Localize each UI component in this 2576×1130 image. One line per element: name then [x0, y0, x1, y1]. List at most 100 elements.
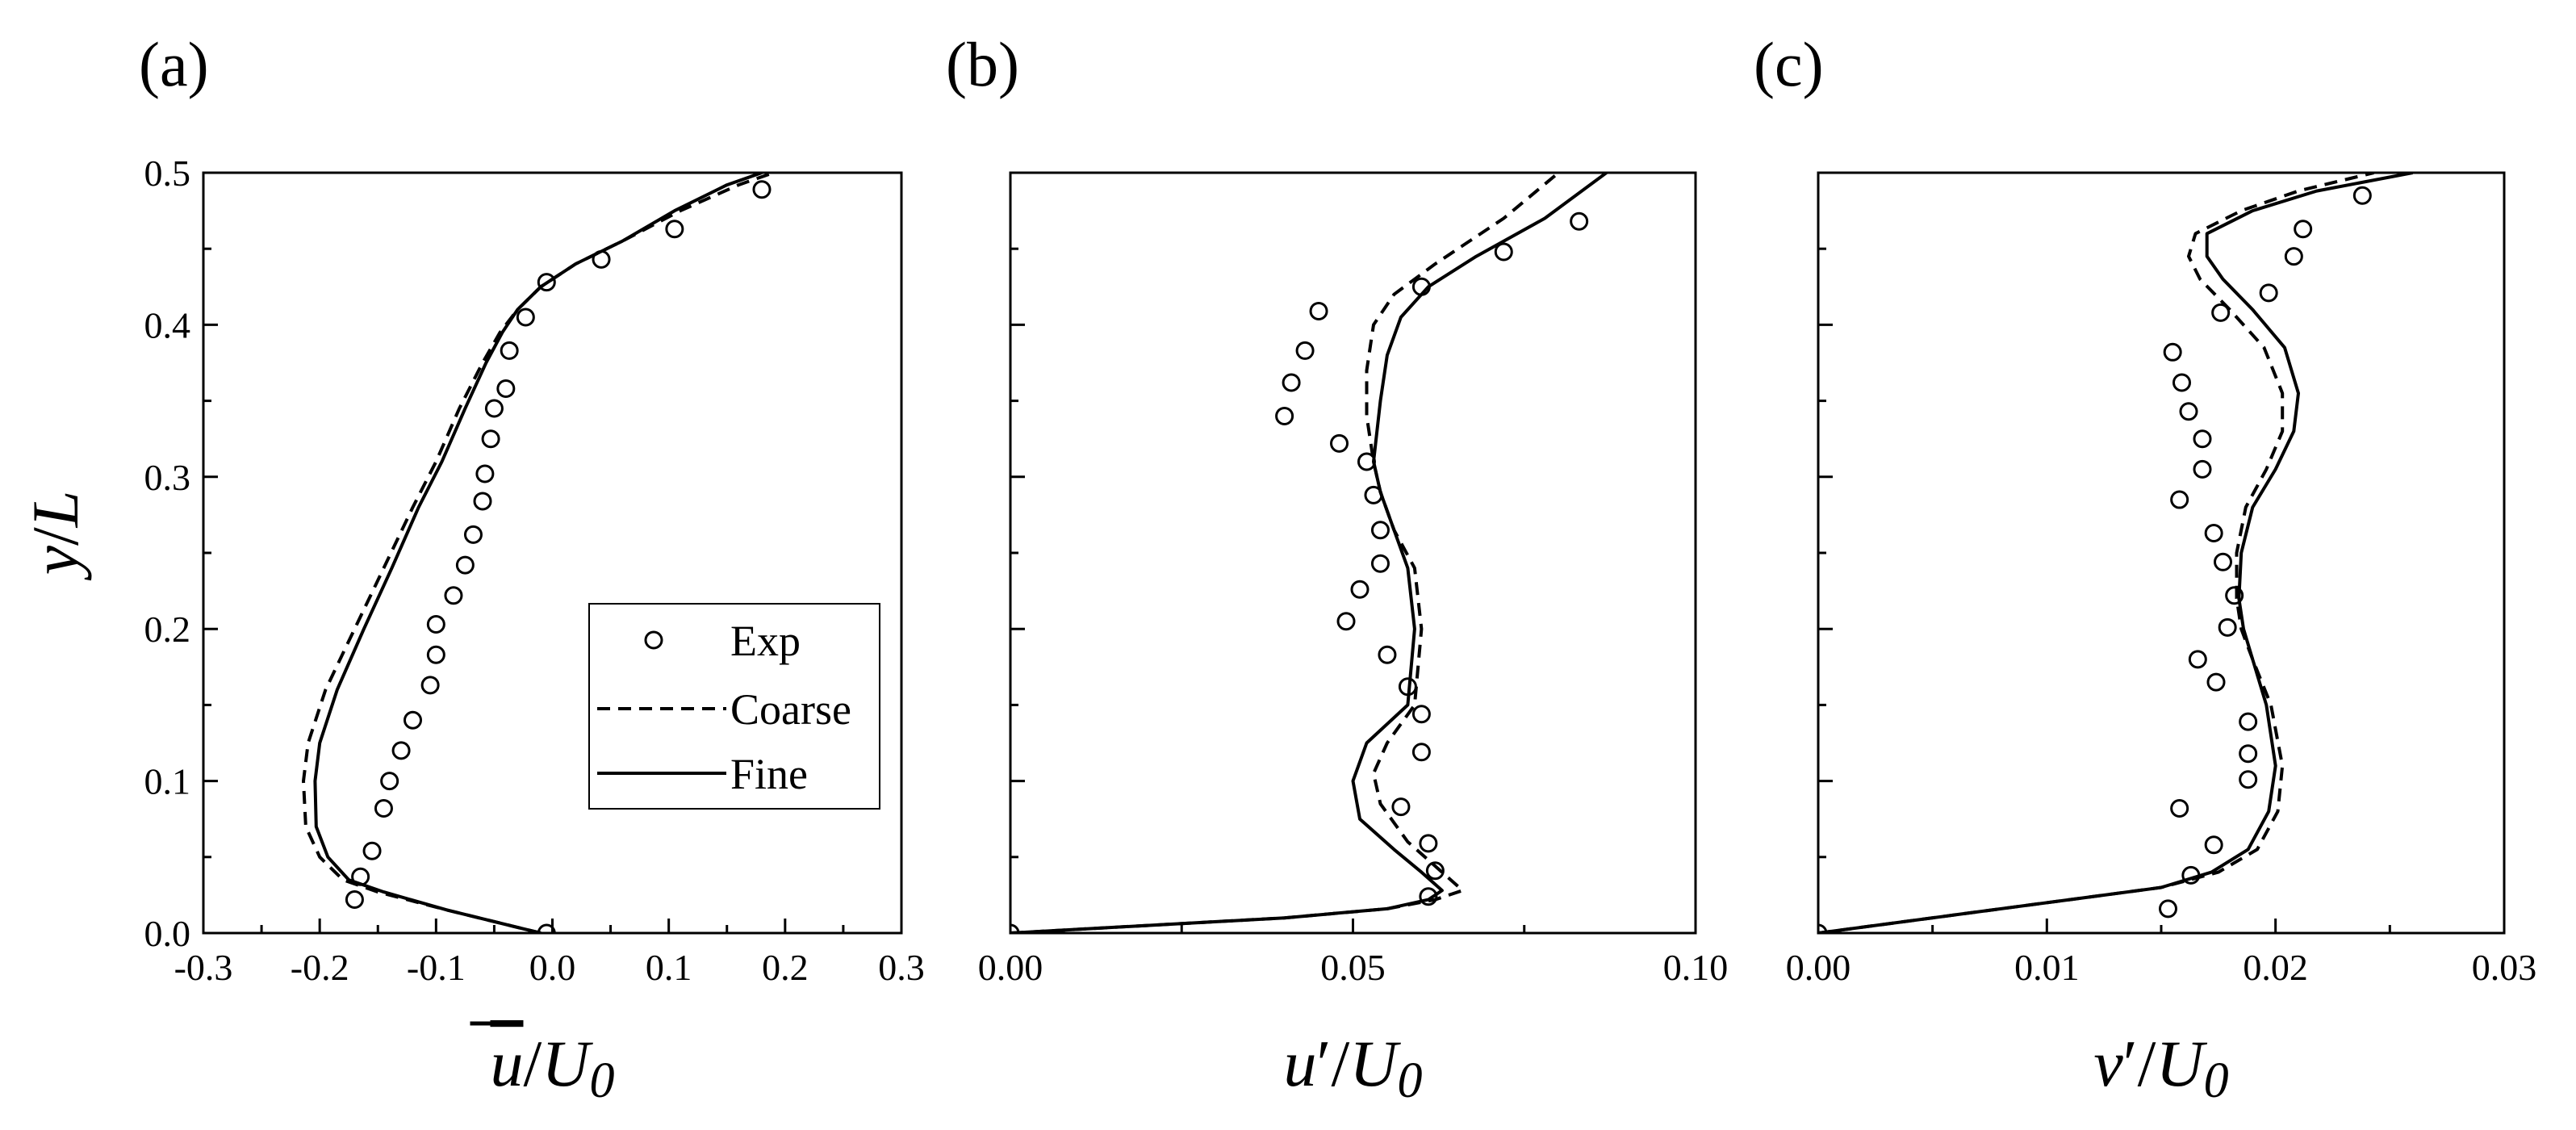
exp-data-point [420, 676, 440, 695]
panel-1: (b) 0.00 0.05 0.10 u′/U0 [946, 29, 1728, 1108]
x-axis-title-sep: / [523, 1027, 542, 1100]
panel-0: (a) -0.3 -0.2 -0.1 0.0 0.1 0.2 0.3 0.0 0.1 0.2 0.3 0… [139, 29, 925, 1108]
plot-frame [1817, 171, 2506, 935]
exp-data-point [2284, 247, 2303, 266]
legend-exp-marker [644, 630, 663, 650]
exp-data-point [1336, 612, 1356, 631]
x-tick-label: 0.2 [762, 947, 809, 988]
y-tick-label: 0.4 [144, 304, 191, 345]
coarse-series-line [1818, 173, 2374, 933]
exp-data-point [1350, 580, 1370, 599]
x-tick-label: -0.2 [291, 947, 349, 988]
exp-data-point [1494, 242, 1513, 262]
exp-data-point [362, 841, 382, 860]
x-axis-title-ref: U [2156, 1027, 2207, 1100]
y-tick-label: 0.5 [144, 153, 191, 194]
legend-coarse-label: Coarse [730, 685, 851, 734]
y-tick-label: 0.0 [144, 913, 191, 954]
exp-data-point [2159, 899, 2177, 919]
x-tick-label: 0.05 [1320, 947, 1386, 988]
exp-data-point [404, 710, 422, 730]
x-axis-title-ref: U [1349, 1027, 1401, 1100]
exp-data-point [537, 923, 556, 933]
exp-data-point [2179, 402, 2198, 421]
fine-series-line [1010, 173, 1608, 933]
x-tick-label: 0.00 [1786, 947, 1851, 988]
y-axis-title: y/L [19, 491, 92, 581]
exp-data-point [1419, 887, 1438, 906]
exp-data-point [1330, 433, 1349, 453]
exp-data-point [374, 799, 393, 818]
x-axis-title-var: u [1284, 1027, 1317, 1100]
exp-data-point [2225, 586, 2244, 605]
x-axis-title: u/U0 [490, 1027, 614, 1108]
exp-data-point [496, 379, 516, 399]
x-axis-title: u′/U0 [1284, 1027, 1423, 1108]
exp-data-point [1309, 301, 1328, 320]
exp-data-point [2206, 672, 2226, 692]
exp-data-point [1411, 743, 1431, 762]
x-axis-title-ref: U [542, 1027, 593, 1100]
panel-label: (b) [946, 29, 1019, 99]
coarse-series-line [302, 173, 775, 933]
panel-label: (a) [139, 29, 209, 99]
x-tick-label: 0.0 [529, 947, 576, 988]
exp-data-point [1378, 645, 1397, 664]
exp-data-point [1295, 341, 1315, 360]
panel-2: (c) 0.00 0.01 0.02 0.03 v′/U0 [1754, 29, 2536, 1108]
exp-data-point [2170, 490, 2189, 509]
exp-data-point [484, 399, 504, 418]
legend: Exp Coarse Fine [588, 603, 880, 810]
exp-data-point [345, 890, 364, 910]
exp-data-point [455, 555, 475, 575]
exp-data-point [1411, 705, 1431, 724]
exp-data-point [426, 615, 445, 634]
exp-data-point [2239, 744, 2258, 764]
exp-data-point [463, 525, 483, 544]
x-tick-label: 0.3 [878, 947, 925, 988]
exp-data-point [391, 741, 411, 760]
x-tick-label: 0.01 [2014, 947, 2080, 988]
exp-data-point [537, 273, 556, 292]
exp-data-point [2352, 186, 2372, 205]
x-axis-title: v′/U0 [2093, 1027, 2228, 1108]
exp-data-point [444, 586, 463, 605]
exp-data-point [2294, 220, 2313, 239]
exp-data-point [1370, 554, 1390, 573]
x-axis-title-subscript: 0 [2204, 1053, 2229, 1108]
exp-data-point [2239, 712, 2258, 731]
y-axis-title-ref: L [19, 491, 92, 529]
exp-data-point [426, 645, 445, 664]
x-axis-title-subscript: 0 [590, 1053, 615, 1108]
y-tick-label: 0.1 [144, 761, 191, 802]
exp-data-point [2214, 552, 2232, 571]
exp-data-point [1419, 834, 1438, 853]
exp-data-point [481, 429, 500, 449]
y-tick-label: 0.3 [144, 457, 191, 498]
x-axis-title-prime: ′ [2123, 1027, 2138, 1100]
exp-data-point [2259, 283, 2278, 303]
exp-data-point [2193, 459, 2212, 479]
exp-data-point [2239, 770, 2258, 789]
exp-data-point [1275, 406, 1294, 425]
y-axis-title-var: y [19, 545, 92, 580]
panel-label: (c) [1754, 29, 1824, 99]
exp-data-point [2193, 429, 2212, 449]
x-tick-label: 0.1 [646, 947, 692, 988]
exp-data-point [1425, 861, 1445, 881]
plot-frame [1009, 171, 1697, 935]
exp-data-point [516, 308, 535, 327]
coarse-series-line [1010, 173, 1560, 933]
exp-data-point [380, 772, 399, 791]
exp-data-point [2218, 617, 2237, 637]
x-axis-title-sep: / [2138, 1027, 2156, 1100]
exp-data-point [2204, 835, 2223, 855]
legend-exp-label: Exp [730, 617, 801, 665]
exp-data-point [2163, 342, 2182, 362]
exp-data-point [1391, 797, 1411, 817]
x-tick-label: 0.00 [978, 947, 1043, 988]
x-axis-title-sep: / [1331, 1027, 1349, 1100]
exp-data-point [752, 180, 772, 199]
exp-data-point [665, 220, 684, 239]
